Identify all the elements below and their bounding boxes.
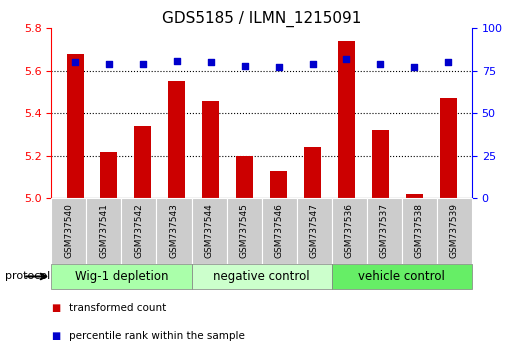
FancyBboxPatch shape [402,198,437,264]
Point [71,59,79,65]
Text: protocol: protocol [5,272,50,281]
Text: GSM737539: GSM737539 [450,204,459,258]
FancyBboxPatch shape [332,198,367,264]
Point [173,58,181,63]
FancyBboxPatch shape [122,198,156,264]
FancyBboxPatch shape [437,198,472,264]
Bar [440,98,457,198]
Text: negative control: negative control [213,270,310,283]
Text: GSM737544: GSM737544 [205,204,213,258]
Point [410,64,419,70]
Point [376,61,384,67]
FancyBboxPatch shape [227,198,262,264]
FancyBboxPatch shape [262,198,297,264]
Text: transformed count: transformed count [69,303,167,313]
Text: GSM737542: GSM737542 [134,204,144,258]
Text: GSM737540: GSM737540 [64,204,73,258]
FancyBboxPatch shape [191,264,332,289]
Text: GSM737547: GSM737547 [310,204,319,258]
FancyBboxPatch shape [191,198,227,264]
Text: GSM737545: GSM737545 [240,204,249,258]
Text: vehicle control: vehicle control [359,270,445,283]
Bar [202,101,219,198]
Point [139,61,147,67]
FancyBboxPatch shape [156,198,191,264]
FancyBboxPatch shape [51,264,191,289]
FancyBboxPatch shape [86,198,122,264]
Point [274,64,283,70]
Point [207,59,215,65]
Point [105,61,113,67]
Text: GSM737538: GSM737538 [415,204,424,258]
Bar [67,54,84,198]
Text: percentile rank within the sample: percentile rank within the sample [69,331,245,341]
Text: GSM737543: GSM737543 [169,204,179,258]
Bar [236,156,253,198]
Text: Wig-1 depletion: Wig-1 depletion [75,270,168,283]
Text: GSM737541: GSM737541 [100,204,108,258]
Text: GSM737546: GSM737546 [274,204,284,258]
Point [241,63,249,69]
FancyBboxPatch shape [367,198,402,264]
Point [308,61,317,67]
FancyBboxPatch shape [297,198,332,264]
FancyBboxPatch shape [51,198,86,264]
Text: ■: ■ [51,303,61,313]
Bar [372,130,389,198]
Text: GSM737537: GSM737537 [380,204,389,258]
Point [444,59,452,65]
FancyBboxPatch shape [332,264,472,289]
Bar [134,126,151,198]
Bar [406,194,423,198]
Text: ■: ■ [51,331,61,341]
Bar [338,41,355,198]
Bar [168,81,185,198]
Bar [270,171,287,198]
Bar [304,147,321,198]
Title: GDS5185 / ILMN_1215091: GDS5185 / ILMN_1215091 [162,11,361,27]
Bar [101,152,117,198]
Point [342,56,350,62]
Text: GSM737536: GSM737536 [345,204,354,258]
